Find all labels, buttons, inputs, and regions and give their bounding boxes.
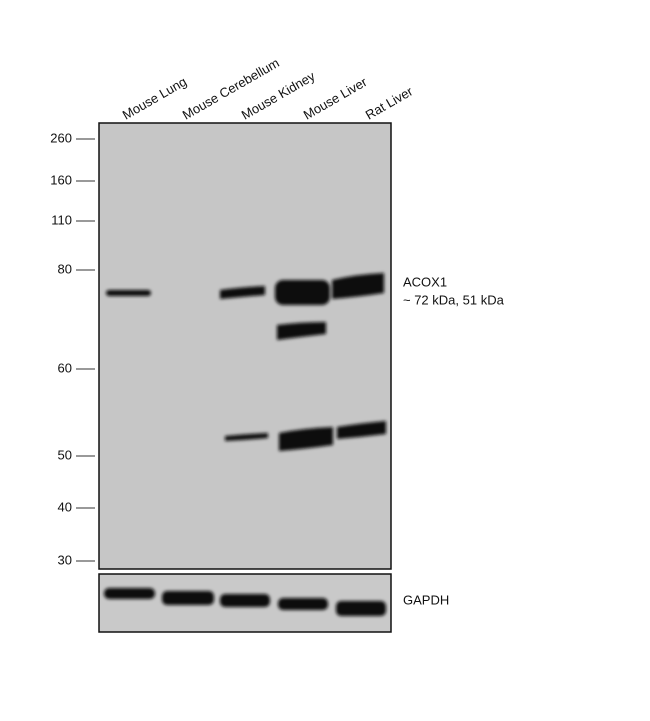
band <box>337 421 386 439</box>
marker-label: 50 <box>58 447 72 462</box>
target-size: ~ 72 kDa, 51 kDa <box>403 292 505 307</box>
band <box>332 273 384 299</box>
band <box>278 598 328 610</box>
marker-label: 60 <box>58 360 72 375</box>
main-blot <box>98 122 392 570</box>
band <box>220 594 270 607</box>
marker-ladder: 260 160 110 80 60 50 40 30 <box>50 130 95 567</box>
band <box>106 290 151 296</box>
lane-label: Rat Liver <box>363 83 416 122</box>
band <box>336 601 386 616</box>
band <box>162 591 214 605</box>
lane-label: Mouse Lung <box>120 74 189 123</box>
loading-control: GAPDH <box>403 592 449 607</box>
bands <box>104 273 386 616</box>
band <box>104 588 155 599</box>
marker-label: 40 <box>58 499 72 514</box>
marker-label: 260 <box>50 130 72 145</box>
lane-label: Mouse Cerebellum <box>180 55 282 123</box>
target-name: ACOX1 <box>403 274 447 289</box>
band <box>277 322 326 340</box>
marker-label: 30 <box>58 552 72 567</box>
marker-label: 160 <box>50 172 72 187</box>
band <box>225 433 268 441</box>
band <box>275 280 330 305</box>
band <box>279 427 333 451</box>
marker-label: 80 <box>58 261 72 276</box>
marker-label: 110 <box>51 212 72 227</box>
band <box>220 286 265 299</box>
